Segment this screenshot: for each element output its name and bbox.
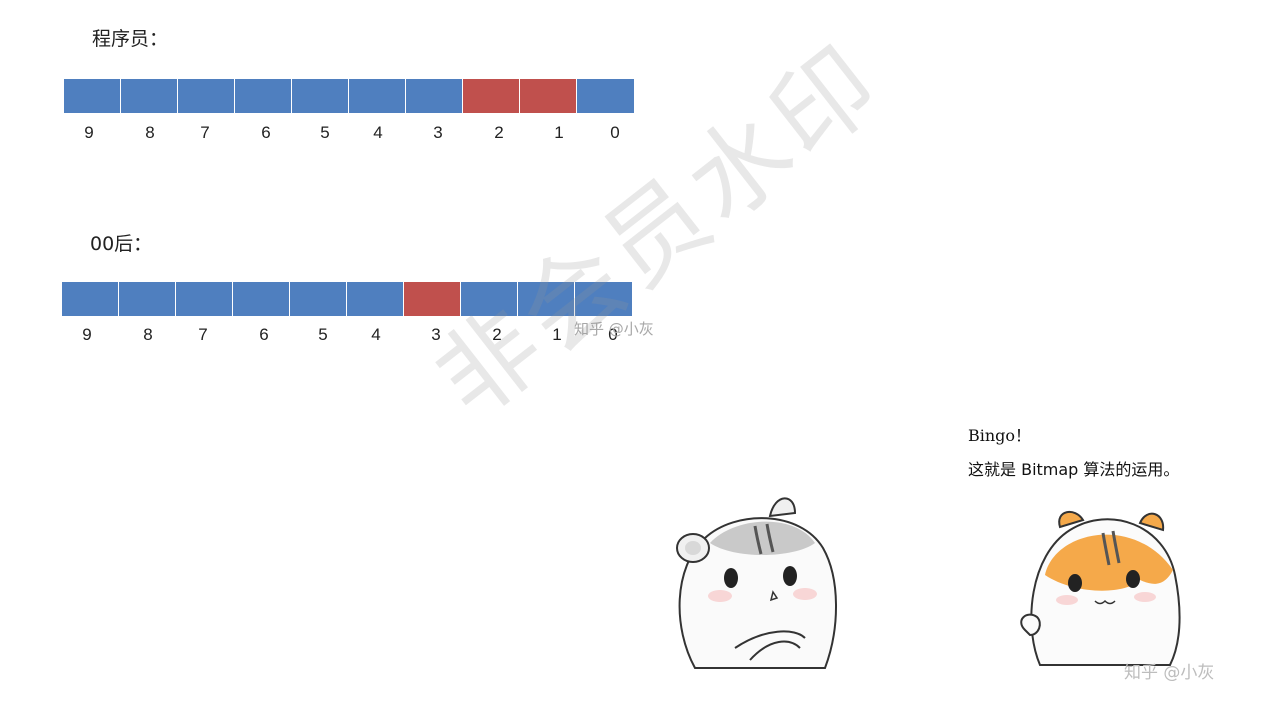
programmer-bit-cell-4 [349,79,406,113]
programmer-bit-index-6: 6 [261,123,271,142]
programmer-bit-cell-3 [406,79,463,113]
non-member-watermark: 非会员水印 [414,21,904,441]
gray-hamster-illustration [676,497,837,669]
post00-bit-index-0: 0 [608,325,618,344]
post00-bit-cell-5 [290,282,347,316]
programmer-bit-cell-9 [64,79,121,113]
post00-bit-index-1: 1 [552,325,562,344]
programmer-label: 程序员： [92,28,169,50]
post00-bit-index-6: 6 [259,325,269,344]
post00-bit-cell-3 [404,282,461,316]
programmer-bit-index-5: 5 [320,123,330,142]
programmer-bit-index-3: 3 [433,123,443,142]
programmer-bit-index-0: 0 [610,123,620,142]
caption-bingo: Bingo！ [968,426,1032,445]
post00-bit-cell-6 [233,282,290,316]
programmer-bit-cell-5 [292,79,349,113]
post00-bit-index-9: 9 [82,325,92,344]
post00-index-row: 9 8 7 6 5 4 3 2 1 0 [62,325,640,349]
programmer-bit-index-2: 2 [494,123,504,142]
post00-bit-cell-0 [575,282,632,316]
post00-bit-cell-2 [461,282,518,316]
zhihu-watermark-bottom: 知乎 @小灰 [1124,663,1215,683]
programmer-bit-index-4: 4 [373,123,383,142]
programmer-bit-index-7: 7 [200,123,210,142]
programmer-index-row: 9 8 7 6 5 4 3 2 1 0 [64,123,642,147]
caption-bitmap: 这就是 Bitmap 算法的运用。 [968,460,1180,479]
post00-bit-index-8: 8 [143,325,153,344]
post00-bit-index-3: 3 [431,325,441,344]
post00-bit-index-5: 5 [318,325,328,344]
programmer-bit-cell-2 [463,79,520,113]
post00-bit-cell-9 [62,282,119,316]
programmer-bit-index-8: 8 [145,123,155,142]
programmer-bit-cell-8 [121,79,178,113]
post00-bit-cell-1 [518,282,575,316]
orange-hamster-illustration [1020,511,1181,666]
zhihu-watermark-top: 知乎 @小灰 [574,320,654,338]
programmer-bit-cell-0 [577,79,634,113]
post00-bit-index-7: 7 [198,325,208,344]
post00-bit-bar [62,282,632,316]
programmer-bit-index-1: 1 [554,123,564,142]
programmer-bit-cell-7 [178,79,235,113]
post00-bit-index-2: 2 [492,325,502,344]
programmer-bit-cell-1 [520,79,577,113]
post00-bit-cell-4 [347,282,404,316]
programmer-bit-bar [64,79,634,113]
programmer-bit-cell-6 [235,79,292,113]
post00-bit-cell-7 [176,282,233,316]
post00-label: 00后： [90,233,153,255]
programmer-bit-index-9: 9 [84,123,94,142]
post00-bit-cell-8 [119,282,176,316]
post00-bit-index-4: 4 [371,325,381,344]
